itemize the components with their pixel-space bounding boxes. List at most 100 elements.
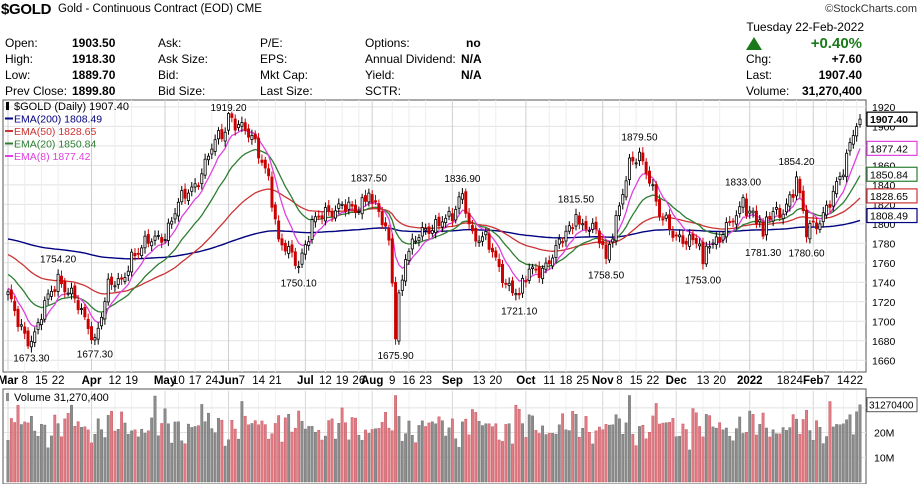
value-tag-text: 1850.84 bbox=[870, 169, 908, 181]
x-tick-label: 22 bbox=[52, 375, 65, 387]
candle-body bbox=[230, 113, 234, 118]
ask-size-label: Ask Size: bbox=[158, 52, 209, 66]
volume-bar bbox=[751, 414, 755, 483]
candle-body bbox=[511, 280, 515, 294]
volume-bar bbox=[614, 414, 618, 483]
candle-body bbox=[611, 238, 615, 243]
volume-bar bbox=[765, 427, 768, 483]
candle-body bbox=[591, 222, 595, 230]
volume-bar bbox=[460, 421, 464, 483]
candle-body bbox=[494, 250, 498, 258]
volume-bar bbox=[571, 411, 575, 483]
volume-bar bbox=[744, 432, 748, 483]
volume-bar bbox=[334, 438, 337, 483]
candle-body bbox=[604, 244, 608, 259]
candle-body bbox=[183, 188, 187, 199]
candle-body bbox=[364, 195, 367, 202]
x-tick-label: 14 bbox=[837, 375, 850, 387]
volume-bar bbox=[16, 404, 20, 483]
up-arrow-icon bbox=[746, 37, 764, 51]
candle-body bbox=[474, 227, 478, 242]
volume-bar bbox=[290, 431, 294, 483]
candle-body bbox=[744, 198, 748, 216]
candle-body bbox=[805, 210, 809, 238]
price-labels: 1673.30 1754.20 1677.30 1919.20 1750.10 1837.… bbox=[12, 102, 826, 366]
volume-bar bbox=[360, 439, 364, 483]
candle-body bbox=[420, 227, 424, 237]
candle-body bbox=[223, 131, 227, 142]
bid-size-label: Bid Size: bbox=[158, 84, 206, 98]
volume-bar bbox=[511, 443, 514, 483]
volume-bar bbox=[795, 418, 798, 483]
x-tick-label: 13 bbox=[697, 375, 710, 387]
volume-bar bbox=[230, 420, 234, 483]
volume-bar bbox=[76, 421, 80, 483]
volume-bar bbox=[618, 418, 621, 483]
volume-bar bbox=[417, 425, 421, 483]
x-tick-label: Sep bbox=[442, 375, 463, 387]
low-value: 1889.70 bbox=[72, 68, 116, 82]
candle-body bbox=[534, 268, 538, 271]
volume-bar bbox=[357, 434, 361, 483]
candle-body bbox=[781, 213, 785, 220]
x-tick-label: 15 bbox=[35, 375, 48, 387]
volume-pane-frame bbox=[2, 388, 867, 484]
candle-body bbox=[768, 215, 772, 220]
candle-body bbox=[200, 173, 204, 185]
candle-body bbox=[180, 190, 184, 203]
candle-body bbox=[788, 194, 792, 207]
candle-body bbox=[758, 219, 762, 223]
candle-body bbox=[434, 219, 438, 233]
x-tick-label: 22 bbox=[646, 375, 659, 387]
candle-body bbox=[333, 210, 337, 219]
candle-body bbox=[113, 285, 117, 288]
volume-bar bbox=[531, 415, 534, 483]
volume-bar bbox=[474, 412, 478, 483]
volume-bar bbox=[450, 418, 454, 483]
candle-body bbox=[487, 233, 491, 250]
candle-body bbox=[257, 137, 261, 159]
value-tag-box bbox=[866, 188, 918, 204]
volume-bar bbox=[213, 432, 217, 483]
candle-body bbox=[577, 215, 581, 225]
candle-body bbox=[293, 251, 297, 266]
candle-body bbox=[607, 244, 611, 261]
volume-bar bbox=[477, 421, 481, 483]
candle-body bbox=[684, 240, 688, 245]
price-annotation: 1780.60 bbox=[788, 249, 825, 260]
volume-bar bbox=[471, 409, 474, 483]
candle-body bbox=[347, 201, 351, 210]
candle-body bbox=[654, 184, 658, 202]
volume-value: 31,270,400 bbox=[801, 84, 862, 98]
volume-bar bbox=[400, 440, 404, 483]
candle-body bbox=[631, 156, 635, 162]
price-annotation: 1721.10 bbox=[501, 307, 538, 318]
volume-bar bbox=[103, 437, 107, 483]
ema20-line bbox=[7, 148, 861, 313]
candle-body bbox=[283, 242, 287, 252]
volume-bar bbox=[330, 418, 334, 483]
volume-bar bbox=[166, 423, 170, 483]
x-tick-label: 20 bbox=[489, 375, 502, 387]
volume-bar bbox=[688, 449, 692, 483]
exchange: CME bbox=[236, 3, 262, 15]
ema-lines bbox=[7, 129, 861, 328]
brand-watermark[interactable]: ©StockCharts.com bbox=[825, 3, 917, 15]
volume-tag-text: 31270400 bbox=[869, 401, 914, 412]
volume-bar bbox=[704, 414, 708, 483]
candle-body bbox=[447, 211, 451, 217]
volume-bar bbox=[527, 414, 531, 483]
volume-bar bbox=[815, 420, 818, 483]
candle-body bbox=[267, 168, 271, 177]
candlesticks bbox=[6, 108, 862, 353]
volume-bar bbox=[33, 430, 37, 483]
candle-body bbox=[297, 266, 301, 269]
y-tick-label: 1660 bbox=[872, 355, 896, 367]
volume-tag-box bbox=[866, 397, 918, 413]
candle-body bbox=[651, 184, 655, 187]
candle-body bbox=[444, 217, 448, 224]
candle-body bbox=[517, 293, 521, 296]
legend-entry: EMA(20) 1850.84 bbox=[14, 139, 96, 151]
volume-bar bbox=[93, 433, 97, 483]
